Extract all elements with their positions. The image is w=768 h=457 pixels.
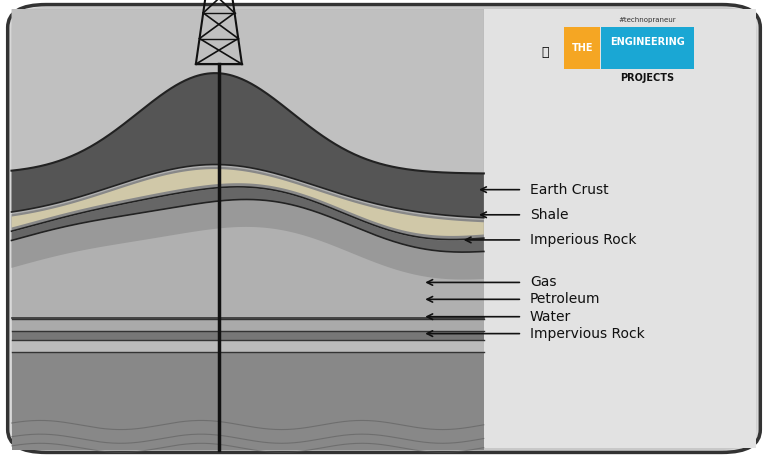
FancyBboxPatch shape [601,27,694,69]
Polygon shape [12,9,484,206]
Text: PROJECTS: PROJECTS [621,73,674,83]
Text: 🤖: 🤖 [541,47,549,59]
Text: #technopraneur: #technopraneur [618,17,677,23]
Polygon shape [12,331,484,340]
Polygon shape [12,9,484,174]
Polygon shape [484,9,756,448]
Polygon shape [12,188,484,252]
Text: ENGINEERING: ENGINEERING [610,37,685,47]
FancyBboxPatch shape [8,5,760,452]
FancyBboxPatch shape [564,27,600,69]
Polygon shape [12,320,484,331]
Polygon shape [12,201,484,280]
Text: Impervious Rock: Impervious Rock [530,327,644,340]
Text: THE: THE [571,43,593,53]
Polygon shape [12,169,484,236]
Polygon shape [12,352,484,450]
Polygon shape [12,9,484,450]
Polygon shape [12,167,484,239]
FancyBboxPatch shape [12,7,756,450]
Text: Earth Crust: Earth Crust [530,183,608,197]
Text: Shale: Shale [530,208,568,222]
Text: Water: Water [530,310,571,324]
Text: Imperious Rock: Imperious Rock [530,233,637,247]
Polygon shape [12,73,484,218]
Text: Petroleum: Petroleum [530,292,601,306]
Polygon shape [12,340,484,352]
Text: Gas: Gas [530,276,557,289]
